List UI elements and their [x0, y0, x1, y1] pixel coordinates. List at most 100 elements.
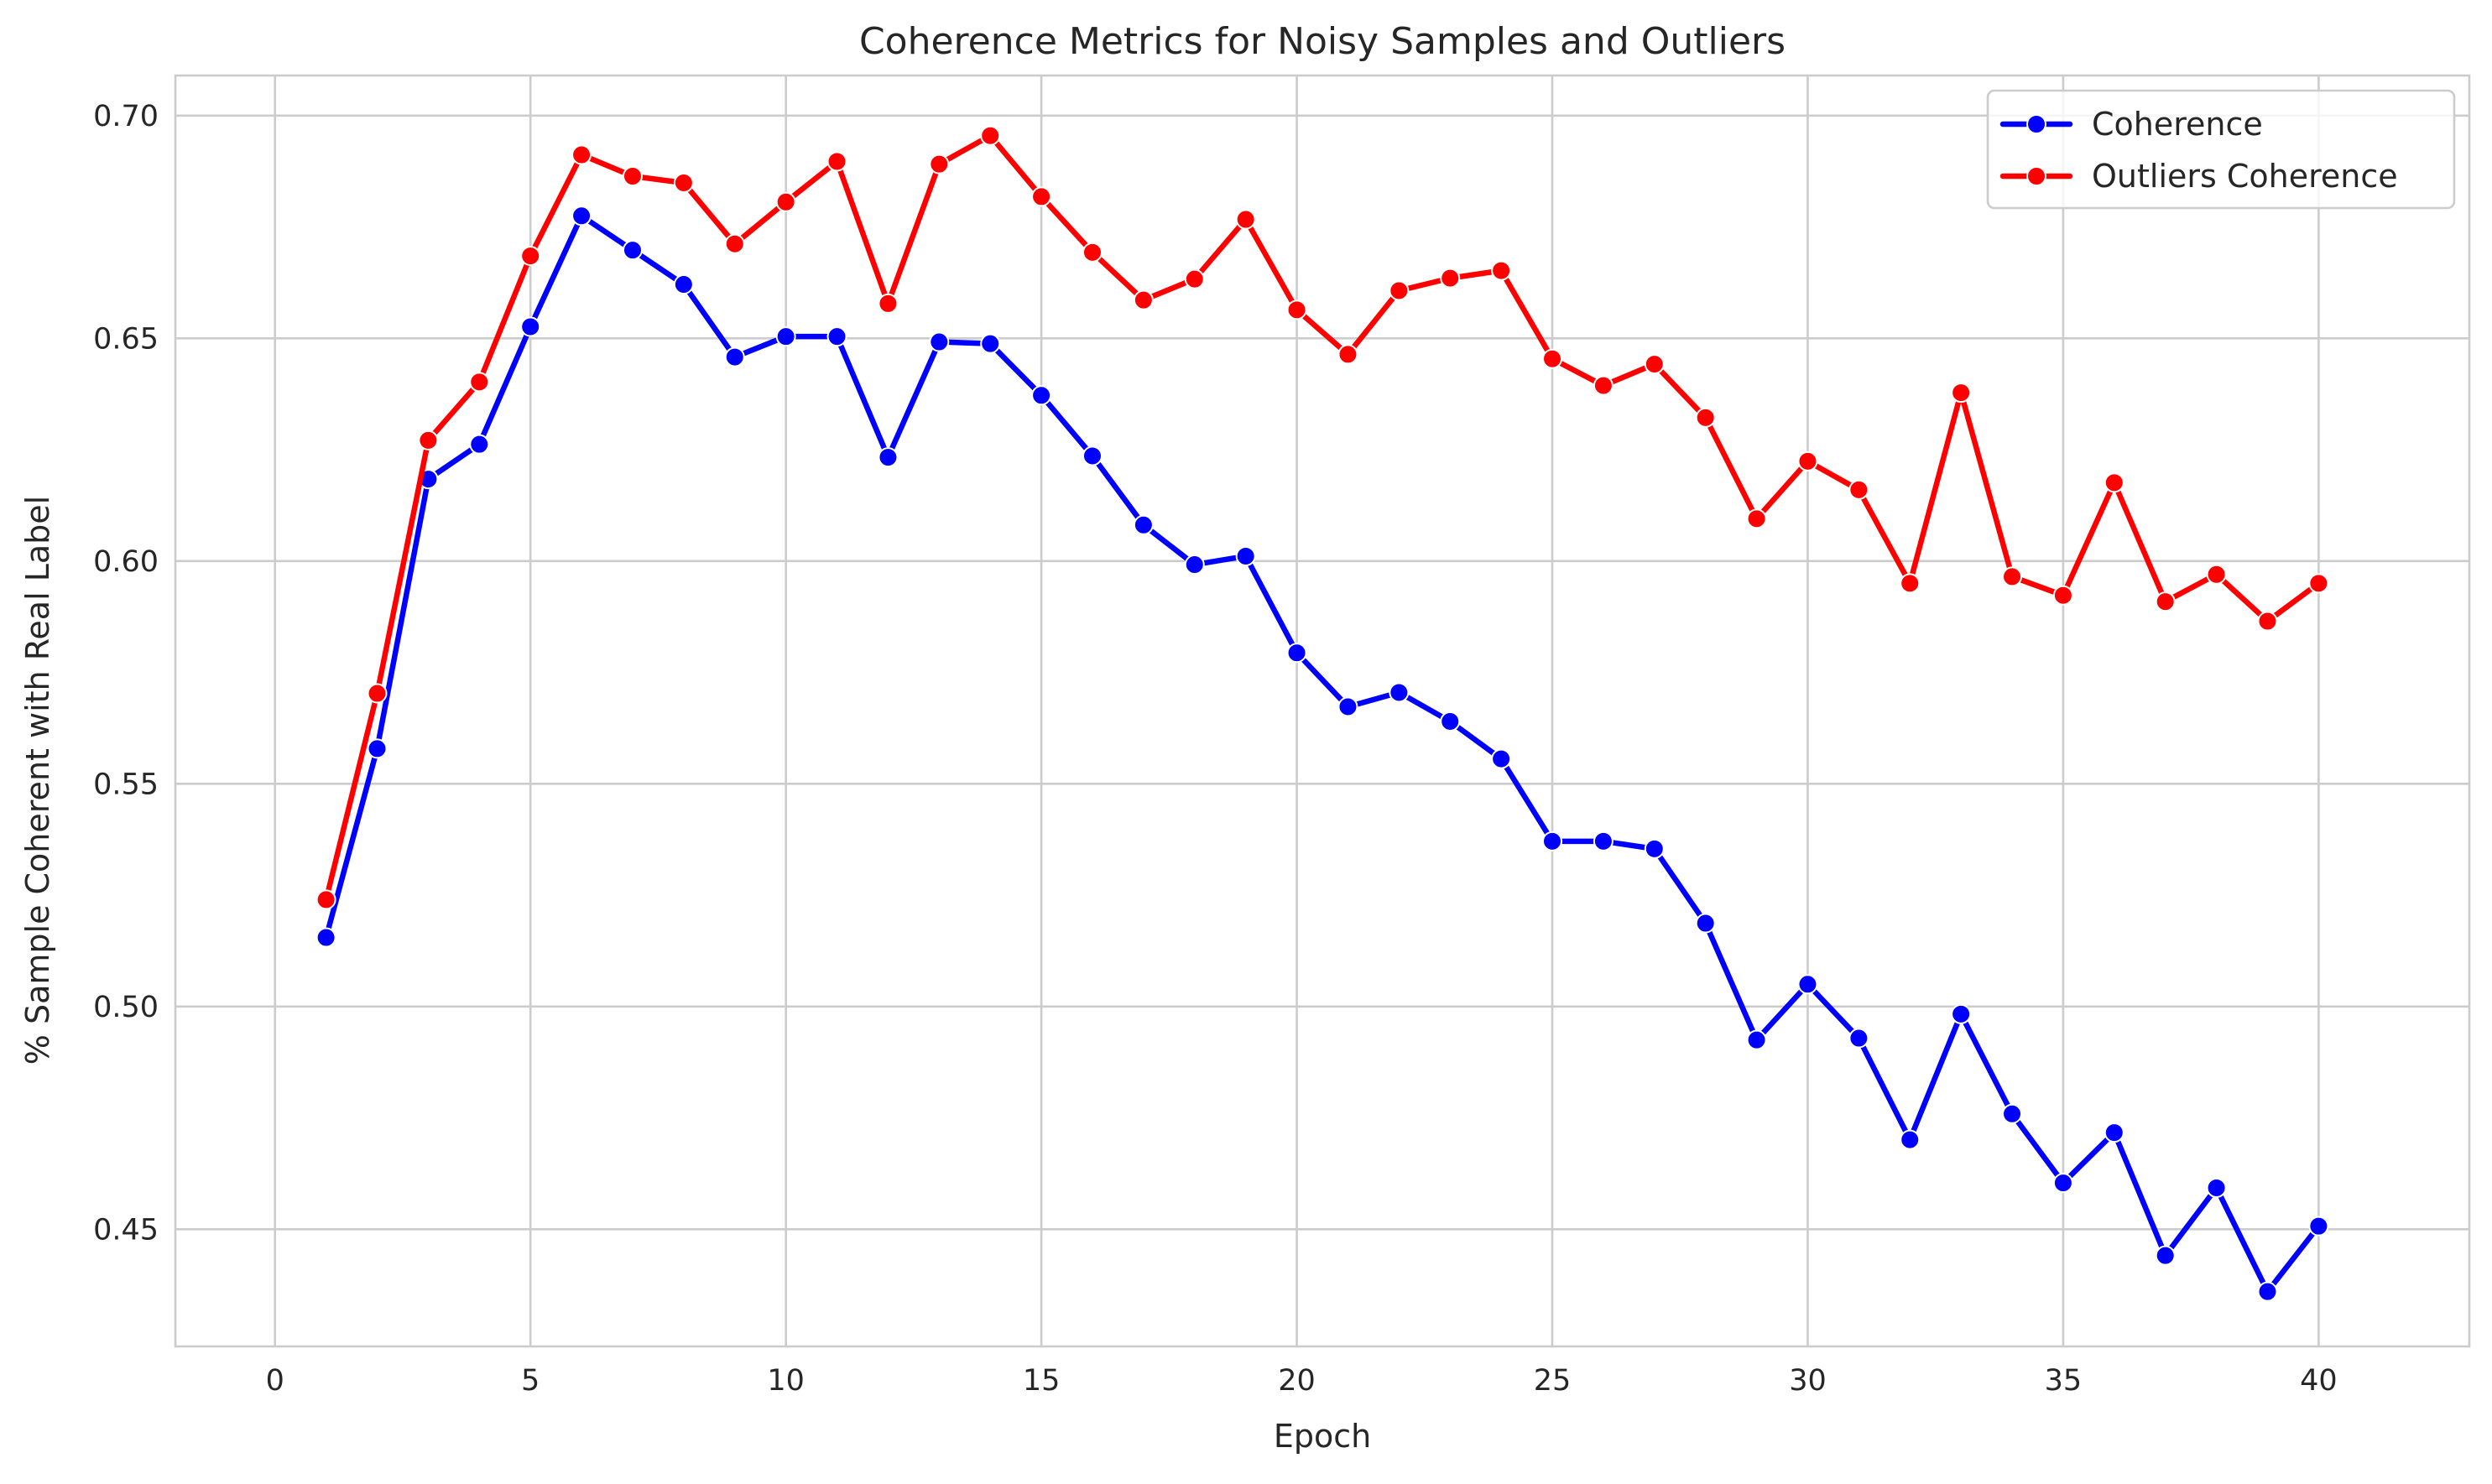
data-point — [520, 316, 541, 337]
x-tick-label: 15 — [1023, 1364, 1061, 1398]
data-point — [571, 144, 592, 165]
data-point — [2206, 564, 2227, 585]
data-point — [622, 240, 643, 261]
data-point — [1235, 545, 1256, 566]
y-tick-label: 0.65 — [93, 322, 159, 356]
data-point — [1337, 344, 1358, 365]
x-tick-label: 40 — [2300, 1364, 2338, 1398]
data-point — [775, 191, 796, 212]
data-point — [2206, 1177, 2227, 1198]
x-tick-label: 5 — [521, 1364, 540, 1398]
x-tick-label: 20 — [1278, 1364, 1316, 1398]
data-point — [2257, 1281, 2278, 1302]
data-point — [2308, 573, 2329, 594]
data-point — [1440, 711, 1461, 732]
data-point — [724, 233, 745, 254]
data-point — [469, 372, 490, 393]
data-point — [2052, 1173, 2073, 1194]
data-point — [520, 246, 541, 267]
series-line — [323, 133, 2322, 903]
data-point — [1593, 375, 1614, 396]
data-point — [1593, 831, 1614, 851]
x-tick-label: 35 — [2045, 1364, 2083, 1398]
data-point — [1695, 913, 1716, 934]
data-point — [1389, 682, 1410, 703]
data-point — [2155, 1245, 2176, 1266]
data-point — [2257, 611, 2278, 632]
data-point — [1644, 838, 1665, 859]
x-tick-label: 0 — [266, 1364, 284, 1398]
data-point — [315, 889, 336, 910]
legend-item: Coherence — [1999, 106, 2263, 143]
data-point — [1031, 385, 1052, 406]
data-point — [2308, 1216, 2329, 1237]
data-point — [673, 172, 694, 193]
legend-marker — [2026, 114, 2046, 134]
data-point — [929, 331, 950, 352]
y-tick-label: 0.45 — [93, 1213, 159, 1247]
data-point — [2002, 566, 2023, 587]
data-point — [1746, 508, 1767, 529]
data-point — [1184, 268, 1205, 289]
legend-item: Outliers Coherence — [1999, 158, 2398, 195]
data-point — [469, 434, 490, 455]
data-point — [1082, 445, 1103, 466]
plot-area-frame — [174, 74, 2471, 1348]
data-point — [1746, 1029, 1767, 1050]
data-point — [2104, 472, 2124, 493]
data-point — [1082, 242, 1103, 263]
data-point — [367, 738, 388, 759]
data-point — [2155, 591, 2176, 612]
data-point — [1286, 643, 1307, 664]
data-point — [1695, 407, 1716, 428]
data-point — [1797, 974, 1818, 995]
data-point — [1848, 479, 1869, 500]
data-point — [1848, 1028, 1869, 1049]
series-layer — [315, 125, 2329, 1302]
data-point — [571, 206, 592, 227]
x-axis-ticks: 0 5 10 15 20 25 30 35 40 — [266, 1364, 2338, 1398]
legend-marker — [2026, 166, 2046, 186]
x-axis-label: Epoch — [1274, 1418, 1371, 1455]
legend-frame — [1986, 89, 2456, 210]
data-point — [1133, 289, 1154, 310]
data-point — [367, 683, 388, 704]
grid-lines — [175, 76, 2469, 1346]
data-point — [1542, 831, 1563, 851]
series-outliers-coherence — [315, 125, 2329, 910]
data-point — [1951, 383, 1972, 404]
data-point — [622, 166, 643, 187]
data-point — [2002, 1103, 2023, 1124]
data-point — [315, 927, 336, 948]
data-point — [1644, 354, 1665, 375]
data-point — [724, 346, 745, 367]
data-point — [878, 293, 899, 314]
series-line — [323, 213, 2322, 1294]
y-tick-label: 0.50 — [93, 991, 159, 1024]
data-point — [1797, 450, 1818, 471]
x-tick-label: 25 — [1534, 1364, 1572, 1398]
data-point — [1900, 573, 1921, 594]
y-tick-label: 0.55 — [93, 768, 159, 801]
data-point — [1031, 186, 1052, 207]
data-point — [878, 447, 899, 468]
data-point — [1235, 209, 1256, 230]
data-point — [826, 326, 847, 347]
data-point — [673, 274, 694, 295]
y-tick-label: 0.70 — [93, 100, 159, 133]
y-axis-ticks: 0.45 0.50 0.55 0.60 0.65 0.70 — [93, 100, 159, 1247]
data-point — [775, 326, 796, 347]
data-point — [1900, 1129, 1921, 1150]
series-coherence — [315, 206, 2329, 1302]
chart-title: Coherence Metrics for Noisy Samples and … — [859, 20, 1786, 63]
x-tick-label: 30 — [1789, 1364, 1827, 1398]
data-point — [826, 151, 847, 172]
data-point — [1440, 268, 1461, 289]
data-point — [418, 430, 439, 450]
data-point — [1951, 1003, 1972, 1024]
chart-legend: Coherence Outliers Coherence — [1986, 89, 2456, 210]
data-point — [1184, 555, 1205, 575]
data-point — [1389, 280, 1410, 301]
data-point — [1286, 299, 1307, 320]
